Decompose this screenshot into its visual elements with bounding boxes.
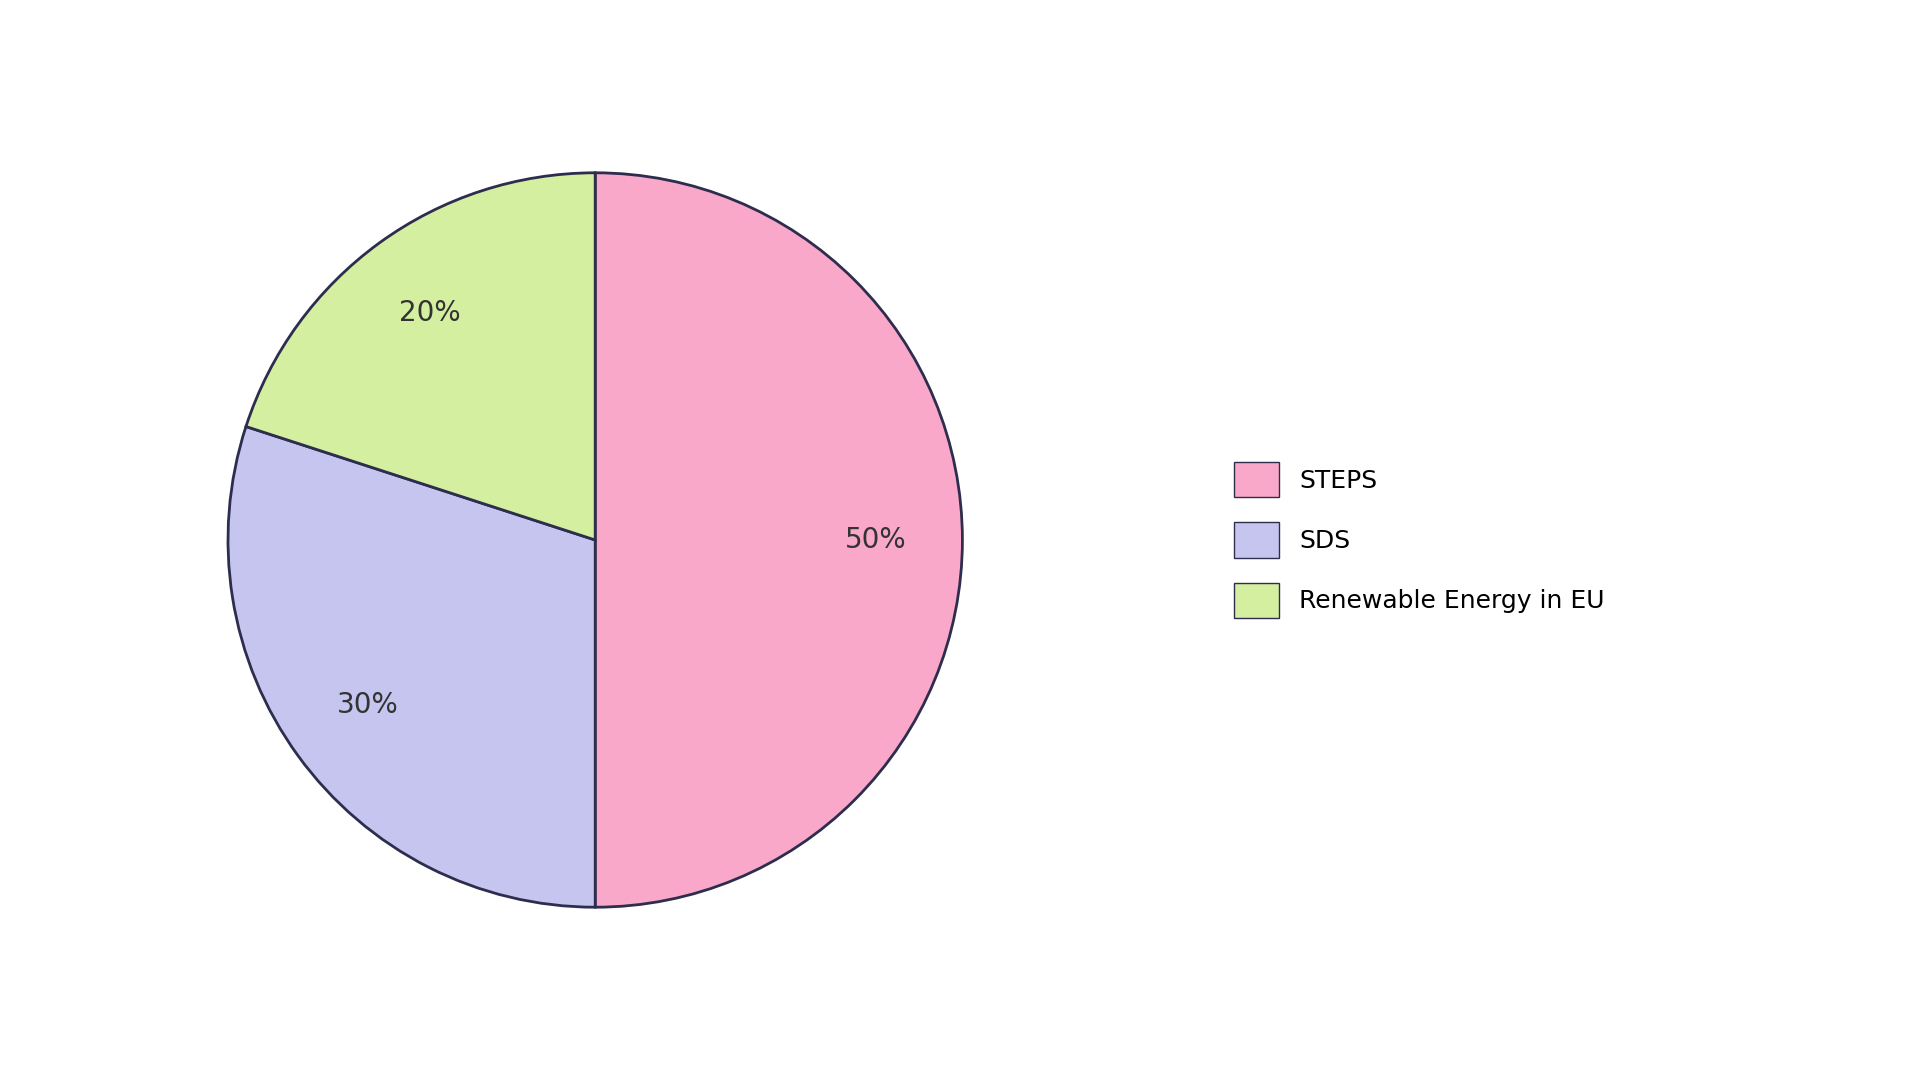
Text: 50%: 50% bbox=[845, 526, 906, 554]
Wedge shape bbox=[595, 173, 962, 907]
Text: 30%: 30% bbox=[338, 691, 399, 719]
Text: 20%: 20% bbox=[399, 299, 461, 327]
Wedge shape bbox=[228, 427, 595, 907]
Legend: STEPS, SDS, Renewable Energy in EU: STEPS, SDS, Renewable Energy in EU bbox=[1235, 462, 1605, 618]
Wedge shape bbox=[246, 173, 595, 540]
